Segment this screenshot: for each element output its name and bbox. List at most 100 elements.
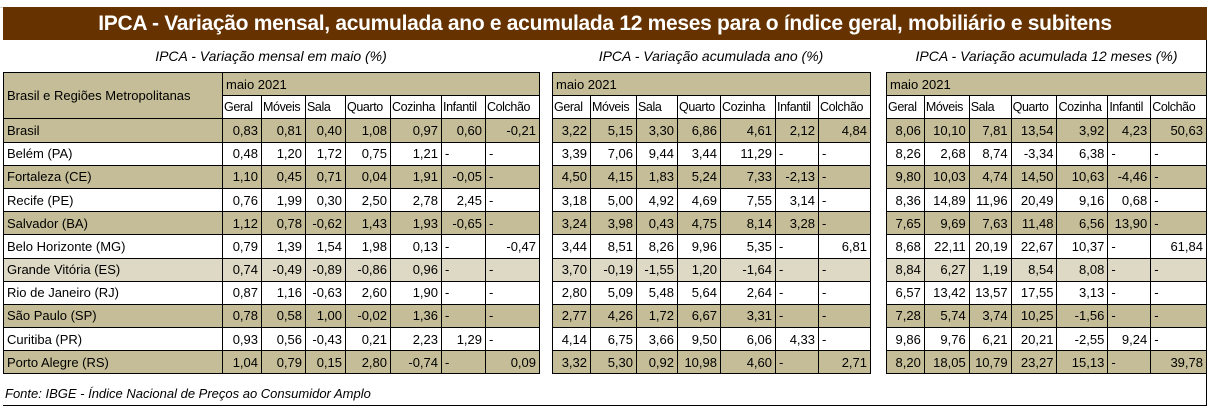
table-title: IPCA - Variação mensal, acumulada ano e … [3,7,1207,40]
value-cell: - [818,303,871,329]
value-cell: 6,67 [677,303,721,329]
value-cell: 0,83 [222,118,262,143]
value-cell: 3,22 [552,118,591,143]
value-cell: 0,40 [305,118,346,143]
value-cell: 4,75 [677,211,721,236]
value-cell: 0,56 [261,327,306,352]
table-row: Rio de Janeiro (RJ) 0,87 1,16 -0,63 2,60 1,90… [3,280,540,305]
value-cell: - [1107,257,1152,282]
value-cell: -0,89 [305,257,346,282]
value-cell: 0,81 [261,118,306,143]
value-cell: 10,98 [677,350,721,375]
value-cell: 5,24 [677,164,721,189]
table-row: 7,65 9,69 7,63 11,48 6,56 13,90- [886,211,1207,236]
value-cell: 13,90 [1107,211,1152,236]
column-header: Quarto [345,95,391,120]
value-cell: 4,74 [968,164,1012,189]
value-cell: 0,09 [485,350,540,375]
column-header: Colchão [1150,95,1207,120]
value-cell: 1,39 [261,234,306,259]
value-cell: 7,28 [886,303,925,329]
region-name: Curitiba (PR) [3,327,223,352]
value-cell: 0,04 [345,164,391,189]
value-cell: 13,57 [968,280,1012,305]
table-row: 6,57 13,42 13,57 17,55 3,13- - [886,280,1207,305]
value-cell: - [441,234,486,259]
value-cell: -0,74 [390,350,442,375]
value-cell: - [485,280,540,305]
value-cell: 6,57 [886,280,925,305]
value-cell: 0,68 [1107,187,1152,213]
value-cell: - [1150,303,1207,329]
column-header: Sala [636,95,678,120]
value-cell: 1,00 [305,303,346,329]
value-cell: 5,09 [590,280,637,305]
value-cell: 1,99 [261,187,306,213]
period-label: maio 2021 [886,71,1207,97]
value-cell: 7,33 [720,164,776,189]
value-cell: 10,03 [923,164,970,189]
region-name: Belo Horizonte (MG) [3,234,223,259]
value-cell: 9,86 [886,327,925,352]
value-cell: -0,43 [305,327,346,352]
section-title-mensal: IPCA - Variação mensal em maio (%) [3,41,539,73]
value-cell: - [441,280,486,305]
period-row: Brasil e Regiões Metropolitanas maio 2021 [3,71,540,120]
value-cell: - [1107,141,1152,166]
column-header: Infantil [1107,95,1152,120]
value-cell: 7,55 [720,187,776,213]
value-cell: 2,12 [775,118,819,143]
value-cell: -0,62 [305,211,346,236]
value-cell: - [485,327,540,352]
column-header: Quarto [677,95,721,120]
source-footnote: Fonte: IBGE - Índice Nacional de Preços … [5,386,371,401]
value-cell: 13,42 [923,280,970,305]
value-cell: 5,64 [677,280,721,305]
value-cell: -0,05 [441,164,486,189]
period-label: maio 2021 [222,71,540,97]
value-cell: 1,20 [261,141,306,166]
value-cell: 3,39 [552,141,591,166]
value-cell: -1,55 [636,257,678,282]
column-header: Móveis [923,95,970,120]
value-cell: - [775,141,819,166]
value-cell: 4,84 [818,118,871,143]
period-label: maio 2021 [552,71,871,97]
table-section-0: Brasil e Regiões Metropolitanas maio 2021… [3,71,540,375]
value-cell: 1,54 [305,234,346,259]
value-cell: 6,38 [1056,141,1109,166]
value-cell: 14,89 [923,187,970,213]
value-cell: 14,50 [1010,164,1058,189]
value-cell: 9,44 [636,141,678,166]
table-row: Fortaleza (CE) 1,10 0,45 0,71 0,04 1,91 -0,05- [3,164,540,189]
value-cell: 0,87 [222,280,262,305]
value-cell: - [485,187,540,213]
value-cell: - [775,234,819,259]
table-row: Curitiba (PR) 0,93 0,56 -0,43 0,21 2,23 1,29- [3,327,540,352]
value-cell: - [1107,303,1152,329]
value-cell: 22,11 [923,234,970,259]
value-cell: - [818,327,871,352]
value-cell: 0,74 [222,257,262,282]
value-cell: 0,78 [261,211,306,236]
column-header: Cozinha [390,95,442,120]
value-cell: 6,56 [1056,211,1109,236]
value-cell: 5,48 [636,280,678,305]
value-cell: - [818,164,871,189]
value-cell: 2,60 [345,280,391,305]
value-cell: - [1107,350,1152,375]
value-cell: 61,84 [1150,234,1207,259]
value-cell: - [1150,211,1207,236]
column-header: Sala [305,95,346,120]
value-cell: 8,68 [886,234,925,259]
value-cell: 3,74 [968,303,1012,329]
value-cell: - [818,211,871,236]
table-row: 3,18 5,00 4,92 4,69 7,55 3,14- [552,187,871,213]
value-cell: 8,20 [886,350,925,375]
value-cell: 3,14 [775,187,819,213]
column-header: Colchão [818,95,871,120]
table-row: 8,26 2,68 8,74 -3,34 6,38- - [886,141,1207,166]
value-cell: 4,23 [1107,118,1152,143]
table-row: Brasil 0,83 0,81 0,40 1,08 0,97 0,60 -0,21 [3,118,540,143]
value-cell: 4,92 [636,187,678,213]
